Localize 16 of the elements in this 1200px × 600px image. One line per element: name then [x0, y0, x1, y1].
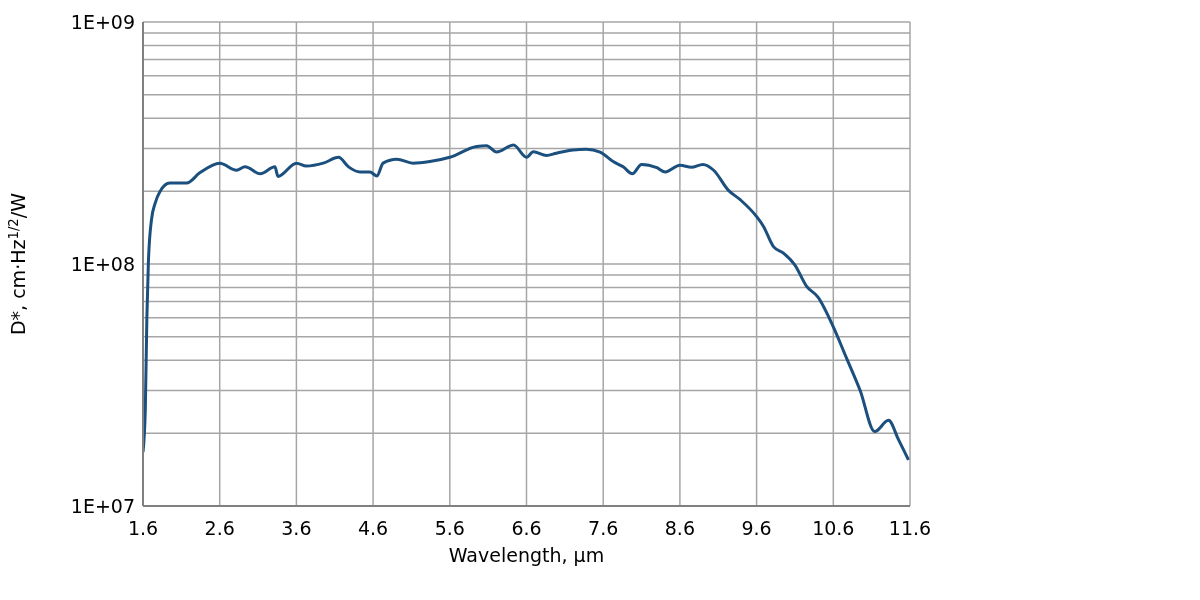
y-tick-label: 1E+07 [70, 494, 135, 517]
x-tick-label: 6.6 [511, 517, 542, 540]
line-series [143, 143, 910, 462]
y-tick-label: 1E+09 [70, 10, 135, 33]
x-tick-label: 3.6 [281, 517, 312, 540]
x-tick-label: 2.6 [204, 517, 235, 540]
x-tick-label: 11.6 [888, 517, 932, 540]
x-tick-label: 10.6 [812, 517, 855, 540]
y-tick-label: 1E+08 [70, 252, 135, 275]
x-tick-label: 7.6 [588, 517, 619, 540]
x-tick-label: 1.6 [127, 517, 159, 540]
x-tick-label: 4.6 [357, 517, 389, 540]
x-tick-label: 8.6 [664, 517, 696, 540]
x-tick-label: 5.6 [434, 517, 465, 540]
x-axis-title: Wavelength, µm [448, 544, 605, 566]
x-tick-label: 9.6 [741, 517, 772, 540]
